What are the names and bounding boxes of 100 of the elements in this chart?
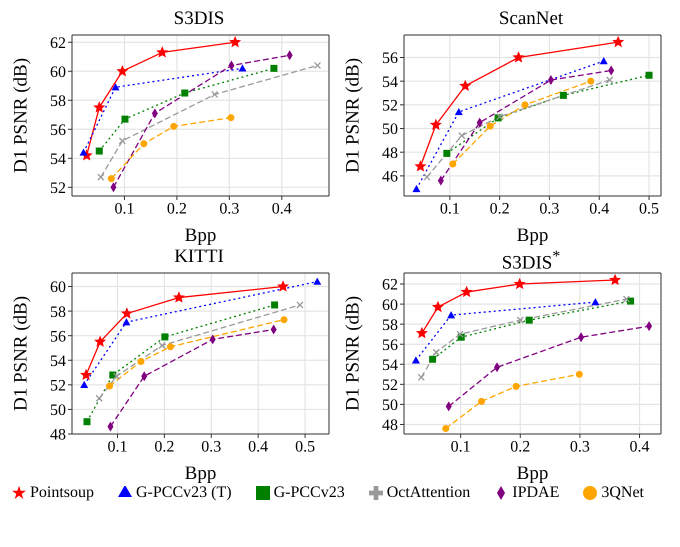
x-tick-label: 0.4 bbox=[630, 438, 650, 456]
point bbox=[80, 370, 92, 380]
x-tick-label: 0.2 bbox=[154, 438, 174, 456]
point bbox=[412, 356, 420, 364]
point bbox=[156, 46, 168, 57]
point bbox=[418, 374, 425, 381]
point bbox=[174, 292, 184, 302]
point bbox=[612, 36, 624, 47]
x-tick-label: 0.3 bbox=[539, 200, 560, 218]
y-tick-label: 56 bbox=[50, 328, 66, 346]
x-axis-title: Bpp bbox=[184, 463, 216, 484]
x-tick-label: 0.1 bbox=[450, 438, 471, 456]
y-axis-title: D1 PSNR (dB) bbox=[10, 296, 32, 412]
y-tick-label: 58 bbox=[50, 92, 66, 110]
y-tick-label: 48 bbox=[382, 417, 398, 434]
point bbox=[458, 132, 466, 140]
x-axis-title: Bpp bbox=[516, 225, 548, 246]
point bbox=[423, 173, 431, 181]
chart-title: ScanNet bbox=[498, 8, 564, 30]
point bbox=[108, 175, 115, 182]
point bbox=[280, 316, 288, 324]
point bbox=[270, 64, 278, 72]
point bbox=[296, 301, 304, 309]
x-tick-label: 0.2 bbox=[490, 200, 510, 218]
point bbox=[606, 76, 614, 84]
y-tick-label: 56 bbox=[382, 336, 398, 354]
point bbox=[449, 160, 456, 168]
point bbox=[522, 101, 529, 108]
point bbox=[118, 137, 126, 145]
point bbox=[313, 278, 322, 285]
point bbox=[94, 102, 105, 112]
y-tick-label: 48 bbox=[50, 426, 66, 444]
y-tick-label: 60 bbox=[50, 64, 66, 81]
legend-label: 3QNet bbox=[601, 484, 644, 501]
point bbox=[122, 318, 130, 326]
point bbox=[211, 90, 218, 98]
point bbox=[230, 36, 240, 47]
point bbox=[122, 308, 132, 318]
point bbox=[106, 382, 114, 390]
point bbox=[560, 92, 567, 99]
y-tick-label: 62 bbox=[382, 276, 398, 294]
y-tick-label: 50 bbox=[382, 121, 398, 138]
point bbox=[94, 336, 106, 346]
point bbox=[454, 108, 463, 116]
x-tick-label: 0.1 bbox=[440, 200, 460, 218]
x-tick-label: 0.2 bbox=[510, 438, 530, 456]
x-tick-label: 0.5 bbox=[295, 438, 316, 456]
x-tick-label: 0.4 bbox=[589, 200, 610, 218]
point bbox=[591, 298, 600, 306]
y-tick-label: 52 bbox=[382, 377, 398, 394]
point bbox=[432, 348, 440, 356]
chart-title: KITTI bbox=[173, 246, 225, 268]
point bbox=[513, 52, 524, 62]
chart-title: S3DIS$^{*}$ bbox=[500, 247, 562, 274]
x-tick-label: 0.2 bbox=[166, 200, 187, 218]
point bbox=[117, 66, 128, 76]
y-tick-label: 60 bbox=[50, 279, 66, 296]
y-tick-label: 48 bbox=[382, 144, 398, 162]
point bbox=[415, 160, 426, 171]
y-axis-title: D1 PSNR (dB) bbox=[342, 296, 364, 412]
x-tick-label: 0.3 bbox=[570, 438, 590, 456]
point bbox=[140, 140, 148, 148]
point bbox=[622, 295, 630, 303]
point bbox=[447, 311, 456, 318]
y-axis-title: D1 PSNR (dB) bbox=[342, 58, 364, 174]
point bbox=[170, 122, 178, 130]
point bbox=[96, 148, 103, 155]
y-axis-title: D1 PSNR (dB) bbox=[10, 58, 32, 174]
x-tick-label: 0.3 bbox=[219, 200, 240, 218]
point bbox=[314, 62, 322, 70]
y-tick-label: 60 bbox=[382, 296, 398, 314]
point bbox=[429, 356, 436, 363]
point bbox=[271, 301, 278, 308]
y-tick-label: 50 bbox=[50, 402, 66, 420]
point bbox=[412, 184, 420, 192]
y-tick-label: 56 bbox=[50, 122, 66, 139]
point bbox=[227, 114, 234, 122]
point bbox=[486, 122, 494, 130]
chart-title: S3DIS bbox=[172, 8, 226, 30]
point bbox=[516, 316, 524, 324]
point bbox=[84, 418, 91, 426]
point bbox=[181, 90, 188, 97]
legend-label: G-PCCv23 bbox=[274, 484, 345, 501]
legend-label: G-PCCv23 (T) bbox=[136, 484, 232, 501]
point bbox=[456, 330, 464, 338]
point bbox=[461, 286, 472, 297]
point bbox=[112, 83, 120, 90]
x-tick-label: 0.1 bbox=[114, 200, 134, 218]
y-tick-label: 62 bbox=[50, 34, 66, 52]
y-tick-label: 46 bbox=[382, 168, 398, 186]
point bbox=[121, 116, 128, 123]
x-tick-label: 0.1 bbox=[107, 438, 128, 456]
point bbox=[158, 342, 166, 350]
y-tick-label: 54 bbox=[50, 150, 66, 168]
point bbox=[416, 328, 428, 338]
point bbox=[610, 274, 620, 285]
point bbox=[442, 424, 450, 432]
x-tick-label: 0.5 bbox=[639, 200, 660, 218]
point bbox=[238, 64, 246, 72]
point bbox=[646, 72, 653, 79]
